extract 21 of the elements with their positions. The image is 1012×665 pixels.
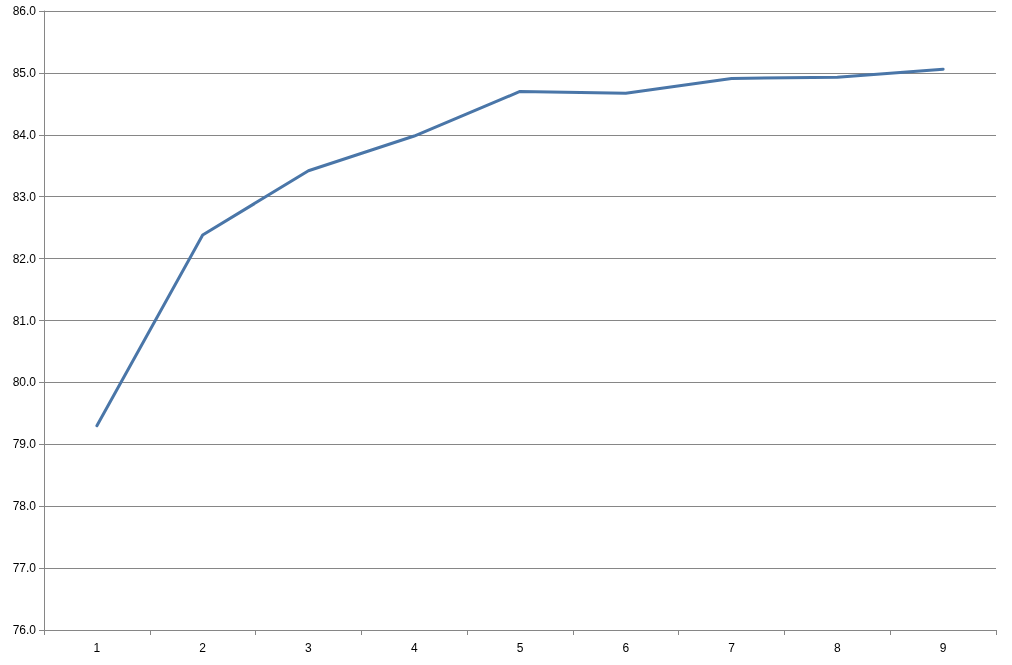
y-tick-label: 79.0 — [12, 437, 37, 452]
y-tick-label: 80.0 — [12, 375, 37, 390]
x-tick-label: 3 — [305, 641, 313, 655]
y-tick-label: 76.0 — [12, 623, 37, 637]
x-tick-label: 4 — [410, 641, 418, 655]
y-tick-label: 83.0 — [12, 189, 37, 204]
x-tick-label: 6 — [622, 641, 630, 655]
y-tick-label: 85.0 — [12, 65, 37, 80]
x-tick-label: 8 — [833, 641, 841, 655]
y-tick-label: 81.0 — [12, 313, 37, 328]
y-tick-label: 78.0 — [12, 499, 37, 514]
line-series — [95, 67, 945, 428]
y-tick-label: 84.0 — [12, 127, 37, 142]
x-tick-label: 9 — [939, 641, 947, 655]
y-tick-label: 86.0 — [12, 4, 37, 18]
x-tick-label: 5 — [516, 641, 524, 655]
x-tick-label: 7 — [728, 641, 736, 655]
y-tick-label: 77.0 — [12, 561, 37, 576]
x-tick-label: 2 — [199, 641, 207, 655]
y-tick-label: 82.0 — [12, 251, 37, 266]
x-tick-label: 1 — [93, 641, 101, 655]
